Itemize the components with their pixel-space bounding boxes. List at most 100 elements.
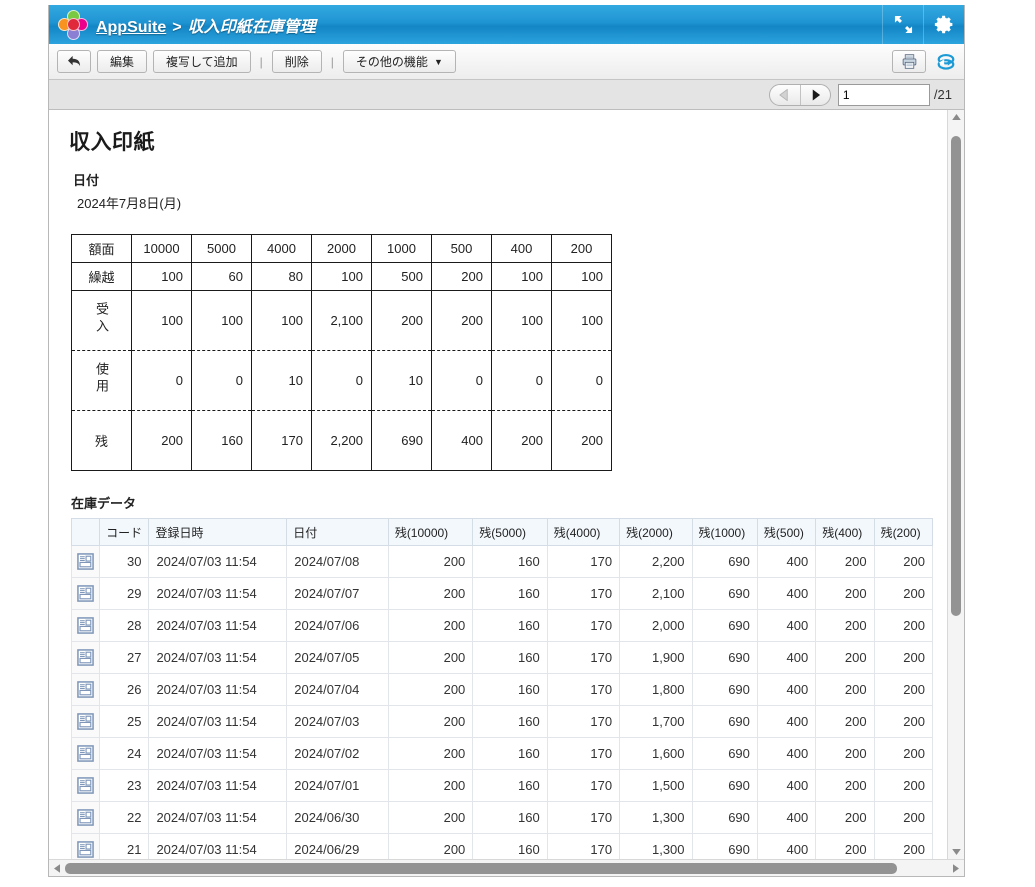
- record-detail-icon: [77, 649, 94, 666]
- summary-cell: 100: [131, 262, 192, 291]
- page-number-input[interactable]: [837, 83, 930, 106]
- table-row[interactable]: 22 2024/07/03 11:54 2024/06/30 200 160 170 1,3…: [70, 801, 934, 834]
- next-page-button[interactable]: [799, 84, 830, 105]
- summary-cell: 10000: [131, 234, 192, 263]
- cell-remaining: 160: [472, 737, 548, 770]
- gear-icon: [934, 15, 952, 34]
- horizontal-scroll-track[interactable]: [65, 862, 948, 874]
- cell-code: 27: [99, 641, 150, 674]
- cell-remaining: 400: [756, 577, 817, 610]
- cell-remaining: 170: [546, 609, 621, 642]
- cell-remaining: 200: [873, 609, 934, 642]
- cell-remaining: 200: [387, 769, 474, 802]
- cell-remaining: 690: [691, 801, 758, 834]
- window-titlebar: AppSuite > 収入印紙在庫管理: [49, 5, 964, 44]
- table-row[interactable]: 28 2024/07/03 11:54 2024/07/06 200 160 170 2,0…: [70, 609, 934, 642]
- table-row[interactable]: 27 2024/07/03 11:54 2024/07/05 200 160 170 1,9…: [70, 641, 934, 674]
- prev-page-button[interactable]: [770, 85, 800, 105]
- scroll-down-button[interactable]: [948, 849, 964, 855]
- refresh-button[interactable]: [936, 52, 956, 72]
- horizontal-scrollbar[interactable]: [49, 859, 964, 876]
- table-row[interactable]: 26 2024/07/03 11:54 2024/07/04 200 160 170 1,8…: [70, 673, 934, 706]
- summary-cell: 80: [251, 262, 312, 291]
- vertical-scrollbar[interactable]: [947, 110, 964, 859]
- table-row[interactable]: 23 2024/07/03 11:54 2024/07/01 200 160 170 1,5…: [70, 769, 934, 802]
- settings-button[interactable]: [923, 5, 964, 44]
- row-detail-button[interactable]: [70, 609, 101, 642]
- grid-column-header[interactable]: 登録日時: [148, 518, 288, 546]
- delete-button[interactable]: 削除: [271, 50, 322, 73]
- vertical-scroll-thumb[interactable]: [951, 136, 961, 616]
- row-detail-button[interactable]: [70, 833, 101, 859]
- toolbar-divider-1: |: [259, 54, 263, 69]
- row-detail-button[interactable]: [70, 673, 101, 706]
- cell-remaining: 200: [387, 801, 474, 834]
- table-row[interactable]: 30 2024/07/03 11:54 2024/07/08 200 160 170 2,2…: [70, 545, 934, 578]
- summary-row-header: 額面: [71, 234, 132, 263]
- row-detail-button[interactable]: [70, 737, 101, 770]
- expand-button[interactable]: [882, 5, 923, 44]
- scroll-right-button[interactable]: [948, 863, 964, 873]
- table-row[interactable]: 21 2024/07/03 11:54 2024/06/29 200 160 170 1,3…: [70, 833, 934, 859]
- cell-remaining: 200: [873, 769, 934, 802]
- copy-add-button[interactable]: 複写して追加: [153, 50, 251, 73]
- record-detail-icon: [77, 777, 94, 794]
- grid-column-header[interactable]: 残(2000): [619, 518, 693, 546]
- print-button[interactable]: [892, 50, 926, 73]
- grid-column-header[interactable]: 残(400): [815, 518, 875, 546]
- table-row[interactable]: 25 2024/07/03 11:54 2024/07/03 200 160 170 1,7…: [70, 705, 934, 738]
- edit-button[interactable]: 編集: [97, 50, 148, 73]
- cell-remaining: 170: [546, 705, 621, 738]
- date-field-value: 2024年7月8日(月): [77, 196, 182, 211]
- table-row[interactable]: 29 2024/07/03 11:54 2024/07/07 200 160 170 2,1…: [70, 577, 934, 610]
- grid-column-header[interactable]: 残(10000): [387, 518, 474, 546]
- other-functions-button[interactable]: その他の機能 ▼: [342, 50, 456, 73]
- cell-remaining: 400: [756, 737, 817, 770]
- grid-column-header[interactable]: 残(5000): [472, 518, 548, 546]
- row-detail-button[interactable]: [70, 641, 101, 674]
- record-detail-icon: [77, 745, 94, 762]
- table-row[interactable]: 24 2024/07/03 11:54 2024/07/02 200 160 170 1,6…: [70, 737, 934, 770]
- row-detail-button[interactable]: [70, 545, 101, 578]
- cell-date: 2024/06/30: [286, 801, 389, 834]
- breadcrumb-home-link[interactable]: AppSuite: [96, 18, 167, 36]
- grid-header-row: コード 登録日時 日付 残(10000) 残(5000) 残(4000) 残(2000) 残(…: [70, 518, 934, 546]
- summary-cell: 200: [551, 410, 612, 471]
- cell-registered: 2024/07/03 11:54: [148, 609, 288, 642]
- breadcrumb: AppSuite > 収入印紙在庫管理: [96, 13, 316, 37]
- cell-remaining: 2,200: [619, 545, 693, 578]
- row-detail-button[interactable]: [70, 705, 101, 738]
- cell-code: 29: [99, 577, 150, 610]
- grid-column-header[interactable]: コード: [99, 518, 150, 546]
- cell-remaining: 690: [691, 545, 758, 578]
- breadcrumb-current-app: 収入印紙在庫管理: [187, 18, 316, 36]
- row-detail-button[interactable]: [70, 577, 101, 610]
- grid-column-header[interactable]: [70, 518, 101, 546]
- caret-up-icon: [951, 114, 961, 120]
- cell-date: 2024/07/07: [286, 577, 389, 610]
- back-button[interactable]: [57, 50, 91, 73]
- scroll-left-button[interactable]: [49, 863, 65, 873]
- summary-cell: 200: [371, 290, 432, 351]
- summary-row-header: 使用: [71, 350, 132, 411]
- summary-cell: 100: [491, 262, 552, 291]
- row-detail-button[interactable]: [70, 801, 101, 834]
- cell-code: 25: [99, 705, 150, 738]
- summary-cell: 200: [131, 410, 192, 471]
- grid-column-header[interactable]: 残(500): [756, 518, 817, 546]
- row-detail-button[interactable]: [70, 769, 101, 802]
- grid-column-header[interactable]: 日付: [286, 518, 389, 546]
- summary-cell: 100: [551, 262, 612, 291]
- cell-remaining: 200: [387, 545, 474, 578]
- grid-column-header[interactable]: 残(4000): [546, 518, 621, 546]
- summary-row: 残 200 160 170 2,200 690 400 200 200: [71, 410, 612, 471]
- cell-remaining: 200: [873, 833, 934, 859]
- scroll-up-button[interactable]: [948, 114, 964, 120]
- grid-column-header[interactable]: 残(1000): [691, 518, 758, 546]
- horizontal-scroll-thumb[interactable]: [65, 862, 897, 874]
- cell-date: 2024/07/08: [286, 545, 389, 578]
- cell-remaining: 200: [815, 545, 875, 578]
- summary-row: 使用 0 0 10 0 10 0 0 0: [71, 350, 612, 411]
- summary-cell: 1000: [371, 234, 432, 263]
- grid-column-header[interactable]: 残(200): [873, 518, 934, 546]
